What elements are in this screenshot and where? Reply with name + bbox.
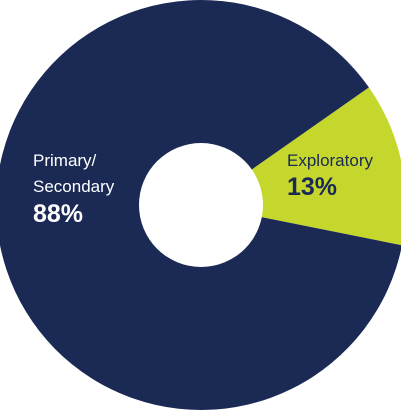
slice-label-exploratory: Exploratory [287,151,373,170]
slice-label-primary-line1: Primary/ [33,151,97,170]
donut-hole [139,143,263,267]
slice-value-primary: 88% [33,200,83,228]
slice-value-exploratory: 13% [287,173,337,201]
slice-label-primary-line2: Secondary [33,177,115,196]
